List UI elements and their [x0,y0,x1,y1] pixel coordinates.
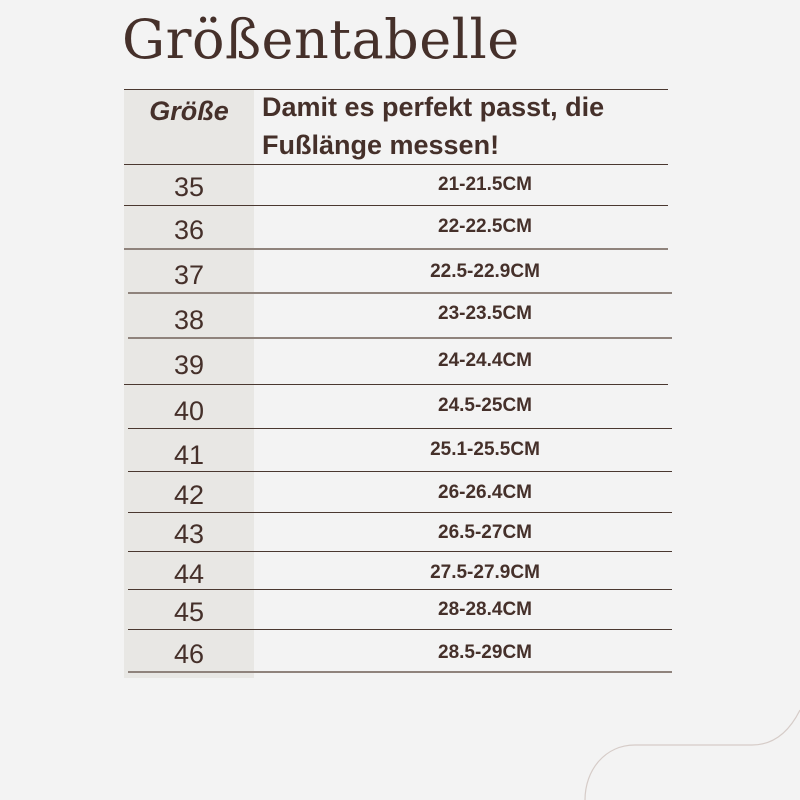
row-size: 35 [173,172,205,202]
row-length: 22-22.5CM [438,216,532,237]
row-size: 46 [173,639,205,669]
row-divider [128,337,672,339]
row-size: 37 [173,260,205,290]
header-description: Damit es perfekt passt, die Fußlänge mes… [262,92,605,160]
row-divider [128,551,672,552]
row-divider [128,428,672,429]
row-divider [128,629,672,630]
header-size: Größe [149,96,229,126]
row-size: 40 [173,396,205,426]
row-size: 44 [173,559,205,589]
table-top-rule [124,89,668,90]
row-size: 39 [173,350,205,380]
page-title: Größentabelle [122,8,520,71]
table-bottom-rule [128,671,672,673]
row-size: 42 [173,480,205,510]
row-divider [128,512,672,513]
row-length: 24.5-25CM [438,395,532,416]
row-divider [128,589,672,590]
row-length: 28-28.4CM [438,599,532,620]
row-length: 22.5-22.9CM [430,261,540,282]
row-length: 23-23.5CM [438,303,532,324]
row-divider [124,205,668,206]
row-length: 24-24.4CM [438,350,532,371]
row-length: 25.1-25.5CM [430,439,540,460]
row-divider [124,248,668,250]
row-length: 26.5-27CM [438,522,532,543]
header-rule [124,164,668,165]
row-length: 21-21.5CM [438,174,532,195]
row-divider [128,292,672,294]
row-size: 38 [173,305,205,335]
row-size: 43 [173,519,205,549]
row-size: 36 [173,215,205,245]
row-length: 27.5-27.9CM [430,562,540,583]
row-length: 28.5-29CM [438,642,532,663]
row-size: 45 [173,597,205,627]
row-divider [124,384,668,385]
row-divider [128,471,672,472]
row-size: 41 [173,440,205,470]
row-length: 26-26.4CM [438,482,532,503]
